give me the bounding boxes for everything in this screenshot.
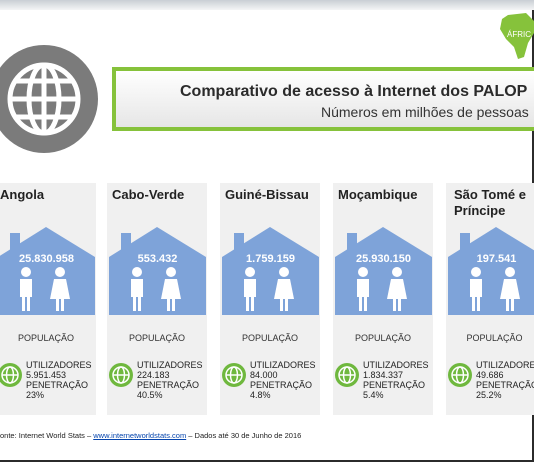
country-name: Moçambique bbox=[338, 187, 418, 202]
internet-stats: UTILIZADORES 1.834.337 PENETRAÇÃO 5.4% bbox=[363, 360, 429, 400]
house-icon: 1.759.159 bbox=[222, 227, 319, 315]
users-label: UTILIZADORES bbox=[26, 360, 92, 370]
africa-label: ÁFRIC bbox=[507, 30, 531, 39]
population-label: POPULAÇÃO bbox=[241, 333, 299, 343]
country-name: São Tomé e Príncipe bbox=[454, 187, 527, 218]
users-label: UTILIZADORES bbox=[363, 360, 429, 370]
penetration-value: 40.5% bbox=[137, 390, 163, 400]
penetration-label: PENETRAÇÃO bbox=[26, 380, 89, 390]
population-label: POPULAÇÃO bbox=[466, 333, 523, 343]
population-label: POPULAÇÃO bbox=[128, 333, 186, 343]
country-card: São Tomé e Príncipe 197.541 POPULAÇÃO UT… bbox=[446, 183, 534, 415]
internet-stats: UTILIZADORES 224.183 PENETRAÇÃO 40.5% bbox=[137, 360, 203, 400]
country-card: Guiné-Bissau 1.759.159 POPULAÇÃO UTILIZA… bbox=[220, 183, 320, 415]
country-card: Angola 25.830.958 POPULAÇÃO UTILIZADORES… bbox=[0, 183, 96, 415]
population-value: 553.432 bbox=[137, 253, 178, 265]
penetration-value: 23% bbox=[26, 390, 45, 400]
users-label: UTILIZADORES bbox=[250, 360, 316, 370]
penetration-value: 4.8% bbox=[250, 390, 271, 400]
page-title: Comparativo de acesso à Internet dos PAL… bbox=[180, 83, 528, 100]
users-value: 49.686 bbox=[476, 370, 504, 380]
africa-map-icon bbox=[500, 13, 534, 59]
source-footer: onte: Internet World Stats – www.interne… bbox=[0, 431, 301, 440]
users-value: 84.000 bbox=[250, 370, 278, 380]
top-bar bbox=[0, 0, 534, 10]
penetration-label: PENETRAÇÃO bbox=[250, 380, 313, 390]
users-value: 1.834.337 bbox=[363, 370, 404, 380]
population-label: POPULAÇÃO bbox=[17, 333, 75, 343]
globe-icon bbox=[0, 45, 98, 153]
population-value: 1.759.159 bbox=[246, 253, 295, 265]
page-subtitle: Números em milhões de pessoas bbox=[321, 104, 529, 120]
house-icon: 25.930.150 bbox=[335, 227, 432, 315]
house-icon: 197.541 bbox=[448, 227, 534, 315]
country-card: Cabo-Verde 553.432 POPULAÇÃO UTILIZADORE… bbox=[107, 183, 207, 415]
internet-stats: UTILIZADORES 84.000 PENETRAÇÃO 4.8% bbox=[250, 360, 316, 400]
globe-icon bbox=[335, 363, 359, 387]
title-box: Comparativo de acesso à Internet dos PAL… bbox=[112, 67, 534, 131]
internet-stats: UTILIZADORES 5.951.453 PENETRAÇÃO 23% bbox=[26, 360, 92, 400]
house-icon: 553.432 bbox=[109, 227, 206, 315]
penetration-label: PENETRAÇÃO bbox=[137, 380, 200, 390]
country-name: Guiné-Bissau bbox=[225, 187, 309, 202]
penetration-label: PENETRAÇÃO bbox=[476, 380, 534, 390]
population-value: 25.930.150 bbox=[355, 253, 412, 265]
population-label: POPULAÇÃO bbox=[354, 333, 412, 343]
country-name: Cabo-Verde bbox=[112, 187, 185, 202]
users-label: UTILIZADORES bbox=[476, 360, 534, 370]
globe-icon bbox=[109, 363, 133, 387]
population-value: 197.541 bbox=[476, 253, 517, 265]
footer-suffix: – Dados até 30 de Junho de 2016 bbox=[186, 431, 302, 440]
globe-icon bbox=[0, 363, 22, 387]
users-label: UTILIZADORES bbox=[137, 360, 203, 370]
penetration-value: 5.4% bbox=[363, 390, 384, 400]
footer-prefix: onte: Internet World Stats – bbox=[0, 431, 94, 440]
users-value: 5.951.453 bbox=[26, 370, 67, 380]
population-value: 25.830.958 bbox=[18, 253, 75, 265]
country-card: Moçambique 25.930.150 POPULAÇÃO UTILIZAD… bbox=[333, 183, 433, 415]
source-link[interactable]: www.internetworldstats.com bbox=[93, 431, 187, 440]
country-name: Angola bbox=[0, 187, 45, 202]
users-value: 224.183 bbox=[137, 370, 170, 380]
internet-stats: UTILIZADORES 49.686 PENETRAÇÃO 25.2% bbox=[476, 360, 534, 400]
house-icon: 25.830.958 bbox=[0, 227, 95, 315]
penetration-value: 25.2% bbox=[476, 390, 502, 400]
globe-icon bbox=[448, 363, 472, 387]
globe-icon bbox=[222, 363, 246, 387]
penetration-label: PENETRAÇÃO bbox=[363, 380, 426, 390]
